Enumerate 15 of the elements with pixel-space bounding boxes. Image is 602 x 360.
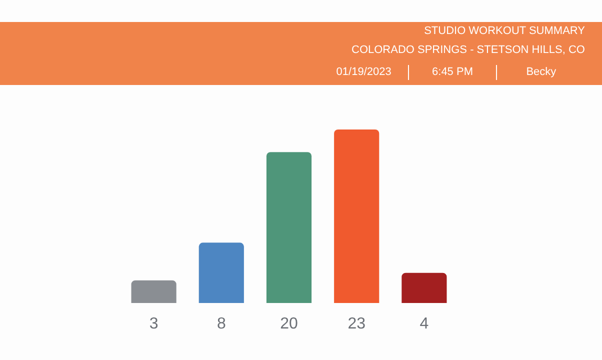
text: 01/19/2023 <box>335 65 392 80</box>
data-label: 4 <box>420 315 429 332</box>
text: STUDIO WORKOUT SUMMARY <box>424 25 585 37</box>
text: 6:45 PM <box>408 65 496 80</box>
bar <box>198 242 244 303</box>
bar <box>131 280 176 303</box>
data-label: 8 <box>216 315 226 332</box>
bar <box>402 272 447 303</box>
bar <box>334 129 380 303</box>
chart-subtitle: COLORADO SPRINGS - STETSON HILLS, CO <box>352 44 585 56</box>
data-label: 3 <box>149 315 158 332</box>
text: Becky <box>496 65 586 80</box>
bar <box>266 152 312 303</box>
data-label: 20 <box>280 315 298 332</box>
data-label: 23 <box>348 315 366 332</box>
